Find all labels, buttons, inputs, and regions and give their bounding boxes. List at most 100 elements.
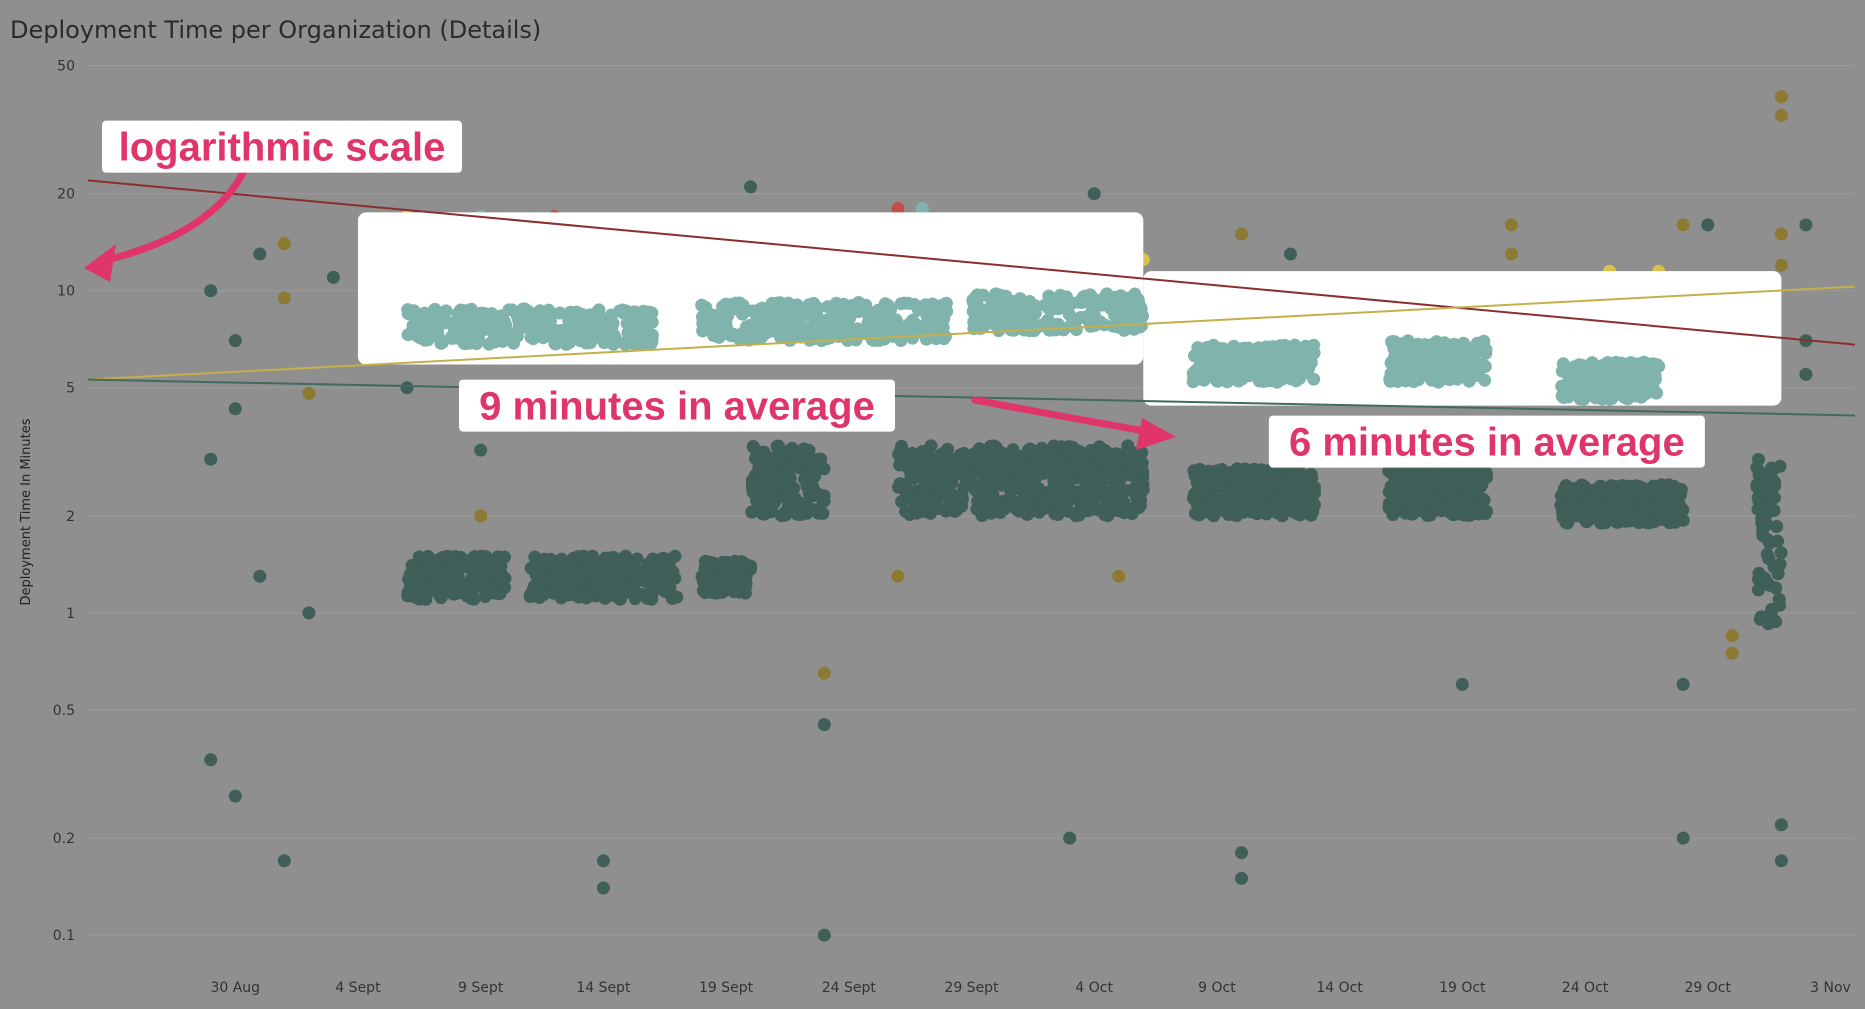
data-point (457, 304, 471, 318)
data-point (1015, 476, 1029, 490)
data-point (1410, 340, 1423, 354)
data-point (696, 324, 710, 338)
data-point (409, 316, 423, 330)
annotation-text: 6 minutes in average (1289, 421, 1685, 465)
data-point (1774, 227, 1788, 241)
data-point (697, 575, 711, 589)
data-point (1308, 486, 1322, 500)
data-point (765, 296, 779, 310)
data-point (1128, 287, 1142, 301)
data-point (1770, 520, 1784, 533)
data-point (894, 297, 908, 311)
data-point (1041, 296, 1055, 310)
data-point (433, 573, 447, 587)
data-point (450, 586, 464, 600)
x-tick-label: 9 Oct (1198, 980, 1236, 996)
data-point (922, 474, 936, 488)
data-point (540, 572, 554, 586)
data-point (1437, 354, 1451, 368)
annotation-text: 9 minutes in average (479, 385, 875, 429)
data-point (1194, 344, 1208, 358)
trend-line (87, 378, 1856, 417)
data-point (717, 561, 731, 575)
data-point (823, 328, 837, 342)
data-point (579, 591, 593, 605)
data-point (1774, 546, 1788, 560)
data-point (1444, 473, 1458, 487)
data-point (1676, 677, 1690, 691)
data-point (1452, 494, 1466, 508)
data-point (708, 324, 722, 338)
data-point (1593, 479, 1607, 493)
data-point (608, 331, 622, 345)
data-point (618, 552, 632, 566)
data-point (1069, 509, 1083, 523)
x-tick-label: 4 Oct (1075, 980, 1113, 996)
data-point (1289, 374, 1303, 388)
data-point (941, 442, 955, 456)
annotation-background (459, 379, 895, 432)
data-point (474, 569, 488, 583)
data-point (995, 478, 1009, 492)
data-point (1047, 482, 1060, 496)
data-point (1020, 507, 1034, 521)
data-point (1763, 536, 1777, 550)
data-point (1635, 505, 1649, 518)
data-point (805, 471, 819, 485)
data-point (1245, 360, 1259, 374)
data-point (1762, 476, 1776, 490)
data-point (745, 505, 759, 519)
data-point (1128, 461, 1142, 475)
data-point (1260, 370, 1274, 384)
data-point (403, 584, 417, 598)
data-point (459, 324, 473, 337)
data-point (1187, 371, 1201, 385)
data-point (1573, 392, 1587, 406)
data-point (1068, 485, 1082, 499)
data-point (1063, 831, 1077, 845)
data-point (740, 320, 753, 334)
data-point (754, 460, 768, 474)
data-point (511, 310, 525, 324)
data-point (420, 563, 434, 577)
data-point (407, 305, 421, 319)
data-point (507, 336, 520, 350)
x-tick-label: 29 Oct (1685, 980, 1732, 996)
data-point (937, 488, 951, 502)
y-tick-label: 20 (57, 187, 75, 203)
data-point (997, 502, 1011, 516)
data-point (1209, 373, 1223, 387)
data-point (876, 314, 890, 328)
data-point (952, 498, 966, 512)
data-point (1304, 344, 1318, 357)
data-point (817, 718, 831, 732)
data-point (1563, 511, 1576, 525)
data-point (1774, 90, 1788, 104)
x-tick-label: 19 Sept (699, 980, 754, 996)
data-point (1608, 371, 1622, 384)
data-point (1774, 818, 1788, 832)
data-point (1086, 476, 1100, 490)
data-point (1420, 509, 1434, 522)
data-point (1220, 375, 1234, 389)
data-point (1004, 322, 1018, 336)
data-point (1458, 508, 1472, 522)
trend-lines (87, 179, 1856, 417)
data-point (326, 270, 340, 284)
data-point (1635, 357, 1649, 371)
data-point (1725, 629, 1739, 643)
x-tick-label: 9 Sept (458, 980, 504, 996)
data-point (1624, 487, 1638, 501)
data-point (985, 295, 999, 309)
data-point (1087, 187, 1101, 201)
data-point (1012, 449, 1026, 463)
data-point (446, 564, 460, 578)
y-axis-label: Deployment Time In Minutes (19, 418, 34, 605)
data-point (1062, 307, 1076, 321)
data-point (1467, 344, 1481, 358)
data-point (1750, 460, 1764, 474)
data-point (253, 247, 267, 261)
data-point (641, 591, 654, 605)
data-point (1087, 502, 1101, 516)
